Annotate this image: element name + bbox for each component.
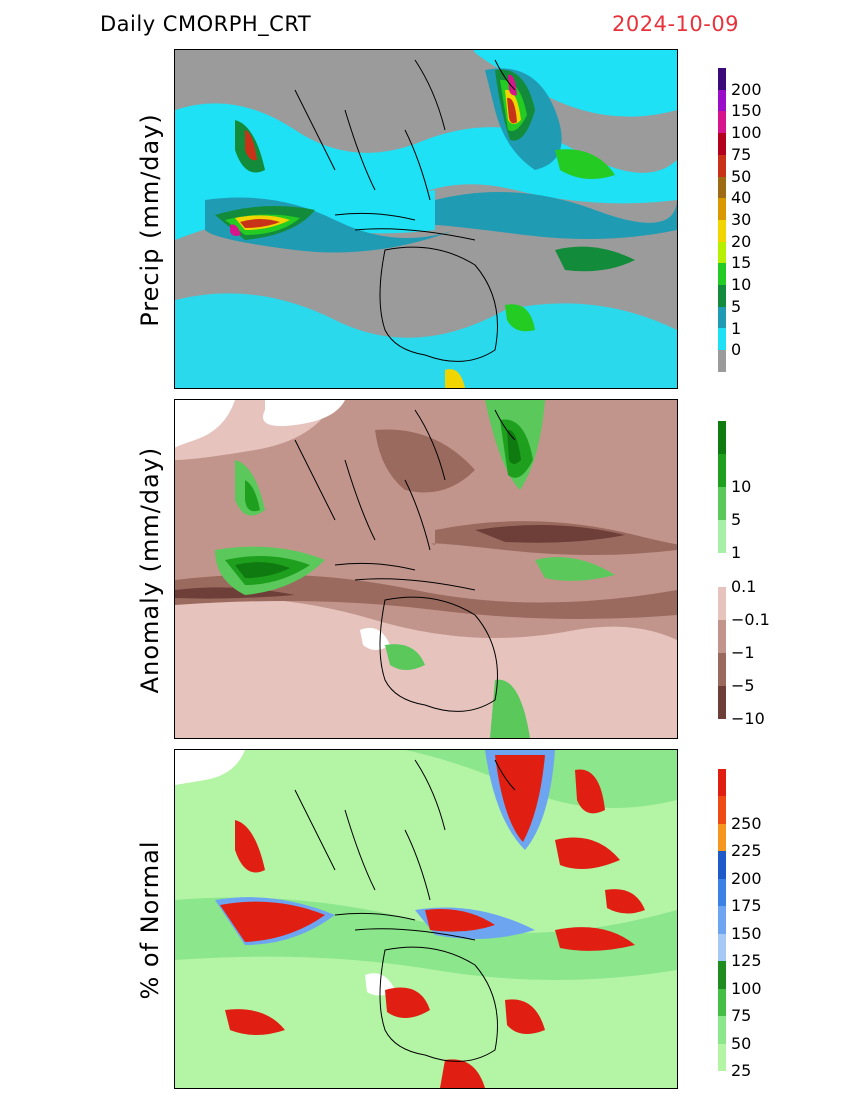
colorbar-label: 125 [731, 951, 762, 971]
colorbar-label: −10 [731, 709, 765, 728]
colorbar-label: 75 [731, 144, 752, 164]
colorbar-label: 0.1 [731, 576, 757, 596]
percent-normal-map-panel [174, 749, 678, 1089]
colorbar-swatch [718, 796, 726, 824]
colorbar-label: 25 [731, 1061, 752, 1080]
colorbar-label: 200 [731, 868, 762, 888]
colorbar-label: 250 [731, 813, 762, 833]
colorbar-label: 150 [731, 101, 762, 121]
colorbar-swatch [718, 619, 726, 653]
colorbar-swatch [718, 906, 726, 934]
colorbar-swatch [718, 769, 726, 797]
colorbar-swatch [718, 198, 726, 220]
colorbar-swatch [718, 586, 726, 620]
anomaly-colorbar [718, 421, 726, 719]
colorbar-swatch [718, 878, 726, 907]
colorbar-swatch [718, 89, 726, 112]
colorbar-label: 30 [731, 210, 752, 229]
colorbar-swatch [718, 154, 726, 177]
colorbar-swatch [718, 133, 726, 155]
colorbar-label: 10 [731, 275, 752, 295]
colorbar-swatch [718, 685, 726, 719]
colorbar-label: 100 [731, 978, 762, 998]
colorbar-label: −1 [731, 642, 755, 662]
panel-2-ylabel: Anomaly (mm/day) [136, 446, 164, 694]
colorbar-swatch [718, 176, 726, 199]
colorbar-swatch [718, 68, 726, 90]
colorbar-swatch [718, 823, 726, 852]
colorbar-swatch [718, 219, 726, 242]
colorbar-swatch [718, 1043, 726, 1071]
colorbar-label: 225 [731, 841, 762, 861]
colorbar-swatch [718, 1016, 726, 1044]
colorbar-swatch [718, 851, 726, 879]
precip-colorbar [718, 68, 726, 372]
colorbar-label: 150 [731, 923, 762, 943]
colorbar-swatch [718, 487, 726, 521]
colorbar-label: 1 [731, 318, 742, 338]
colorbar-label: 10 [731, 477, 752, 497]
panel-3-ylabel: % of Normal [136, 840, 164, 1000]
colorbar-swatch [718, 454, 726, 488]
percent-normal-colorbar [718, 769, 726, 1071]
colorbar-label: 50 [731, 166, 752, 186]
colorbar-label: 40 [731, 188, 752, 208]
colorbar-swatch [718, 553, 726, 587]
map-date: 2024-10-09 [612, 12, 740, 36]
colorbar-swatch [718, 988, 726, 1017]
colorbar-swatch [718, 111, 726, 134]
colorbar-label: 100 [731, 123, 762, 143]
colorbar-swatch [718, 520, 726, 554]
colorbar-swatch [718, 350, 726, 372]
map-title: Daily CMORPH_CRT [100, 12, 312, 36]
panel-1-ylabel: Precip (mm/day) [136, 113, 164, 327]
colorbar-swatch [718, 421, 726, 455]
colorbar-label: 1 [731, 543, 742, 563]
colorbar-label: 15 [731, 253, 752, 273]
colorbar-label: 200 [731, 79, 762, 99]
anomaly-map-panel [174, 399, 678, 739]
colorbar-swatch [718, 285, 726, 307]
colorbar-swatch [718, 961, 726, 989]
colorbar-swatch [718, 652, 726, 686]
colorbar-swatch [718, 328, 726, 351]
colorbar-label: 20 [731, 231, 752, 251]
colorbar-swatch [718, 306, 726, 329]
colorbar-swatch [718, 263, 726, 286]
precip-map-panel [174, 49, 678, 389]
colorbar-label: 0 [731, 340, 742, 360]
colorbar-label: 5 [731, 510, 742, 530]
colorbar-label: 5 [731, 296, 742, 316]
colorbar-swatch [718, 933, 726, 962]
colorbar-swatch [718, 241, 726, 264]
colorbar-label: −5 [731, 675, 755, 695]
colorbar-label: 50 [731, 1033, 752, 1053]
colorbar-label: 75 [731, 1006, 752, 1026]
colorbar-label: 175 [731, 896, 762, 916]
colorbar-label: −0.1 [731, 609, 770, 629]
